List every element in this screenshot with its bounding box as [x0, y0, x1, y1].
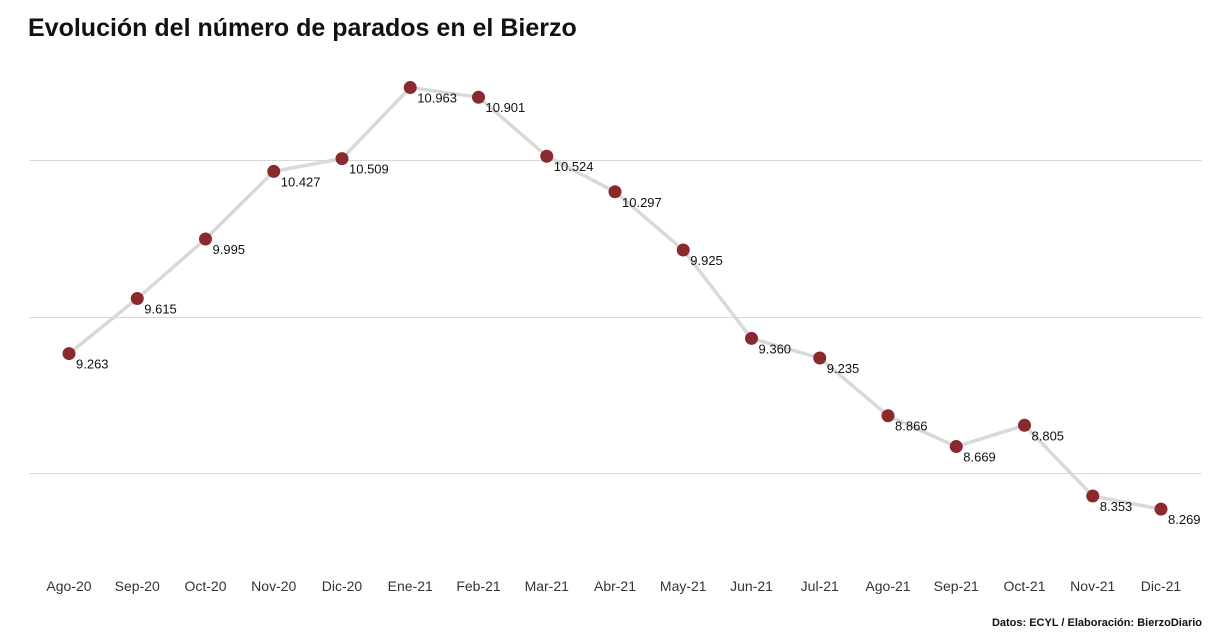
data-point [267, 164, 281, 178]
x-tick-label: Sep-21 [934, 578, 979, 594]
data-point [540, 149, 554, 163]
data-label: 10.963 [417, 91, 457, 106]
data-point [813, 351, 827, 365]
data-label: 8.866 [895, 419, 928, 434]
data-point [1154, 502, 1168, 516]
data-point [608, 185, 622, 199]
data-label: 8.353 [1100, 499, 1133, 514]
x-tick-label: Ago-21 [865, 578, 910, 594]
data-label: 10.524 [554, 159, 594, 174]
data-point [130, 292, 144, 306]
gridlines [29, 160, 1202, 474]
data-labels: 9.263 9.615 9.995 10.427 10.509 10.963 10.901 1… [76, 91, 1201, 528]
chart-title: Evolución del número de parados en el Bi… [28, 14, 577, 42]
x-axis-ticks: Ago-20 Sep-20 Oct-20 Nov-20 Dic-20 Ene-21 Feb-… [46, 578, 1181, 594]
data-label: 10.901 [486, 100, 526, 115]
x-tick-label: May-21 [660, 578, 707, 594]
x-tick-label: Nov-20 [251, 578, 296, 594]
data-point [949, 440, 963, 454]
data-point [335, 152, 349, 166]
data-label: 8.805 [1032, 428, 1065, 443]
series-line [67, 85, 1163, 511]
data-label: 8.669 [963, 450, 996, 465]
data-point [676, 243, 690, 257]
data-point [1086, 489, 1100, 503]
x-tick-label: Dic-21 [1141, 578, 1182, 594]
x-tick-label: Oct-21 [1003, 578, 1045, 594]
x-tick-label: Ago-20 [46, 578, 91, 594]
data-label: 10.427 [281, 174, 321, 189]
data-point [472, 90, 485, 104]
data-label: 10.297 [622, 195, 662, 210]
x-tick-label: Jun-21 [730, 578, 773, 594]
data-label: 9.235 [827, 361, 860, 376]
data-point [62, 347, 76, 361]
x-tick-label: Nov-21 [1070, 578, 1115, 594]
source-note: Datos: ECYL / Elaboración: BierzoDiario [991, 617, 1202, 629]
x-tick-label: Oct-20 [184, 578, 226, 594]
data-label: 9.360 [759, 341, 792, 356]
series-line-group [67, 85, 1163, 511]
data-points [62, 81, 1168, 516]
data-label: 9.995 [213, 242, 246, 257]
x-tick-label: Jul-21 [801, 578, 839, 594]
x-tick-label: Sep-20 [115, 578, 160, 594]
data-label: 9.925 [690, 253, 723, 268]
data-point [745, 331, 758, 345]
data-label: 10.509 [349, 162, 389, 177]
data-label: 8.269 [1168, 512, 1201, 527]
x-tick-label: Ene-21 [388, 578, 433, 594]
data-point [403, 81, 417, 95]
x-tick-label: Mar-21 [525, 578, 570, 594]
data-point [199, 232, 212, 246]
x-tick-label: Feb-21 [456, 578, 501, 594]
x-tick-label: Dic-20 [322, 578, 363, 594]
data-label: 9.263 [76, 357, 109, 372]
data-label: 9.615 [144, 302, 177, 317]
data-point [881, 409, 895, 423]
x-tick-label: Abr-21 [594, 578, 636, 594]
data-point [1018, 418, 1031, 432]
